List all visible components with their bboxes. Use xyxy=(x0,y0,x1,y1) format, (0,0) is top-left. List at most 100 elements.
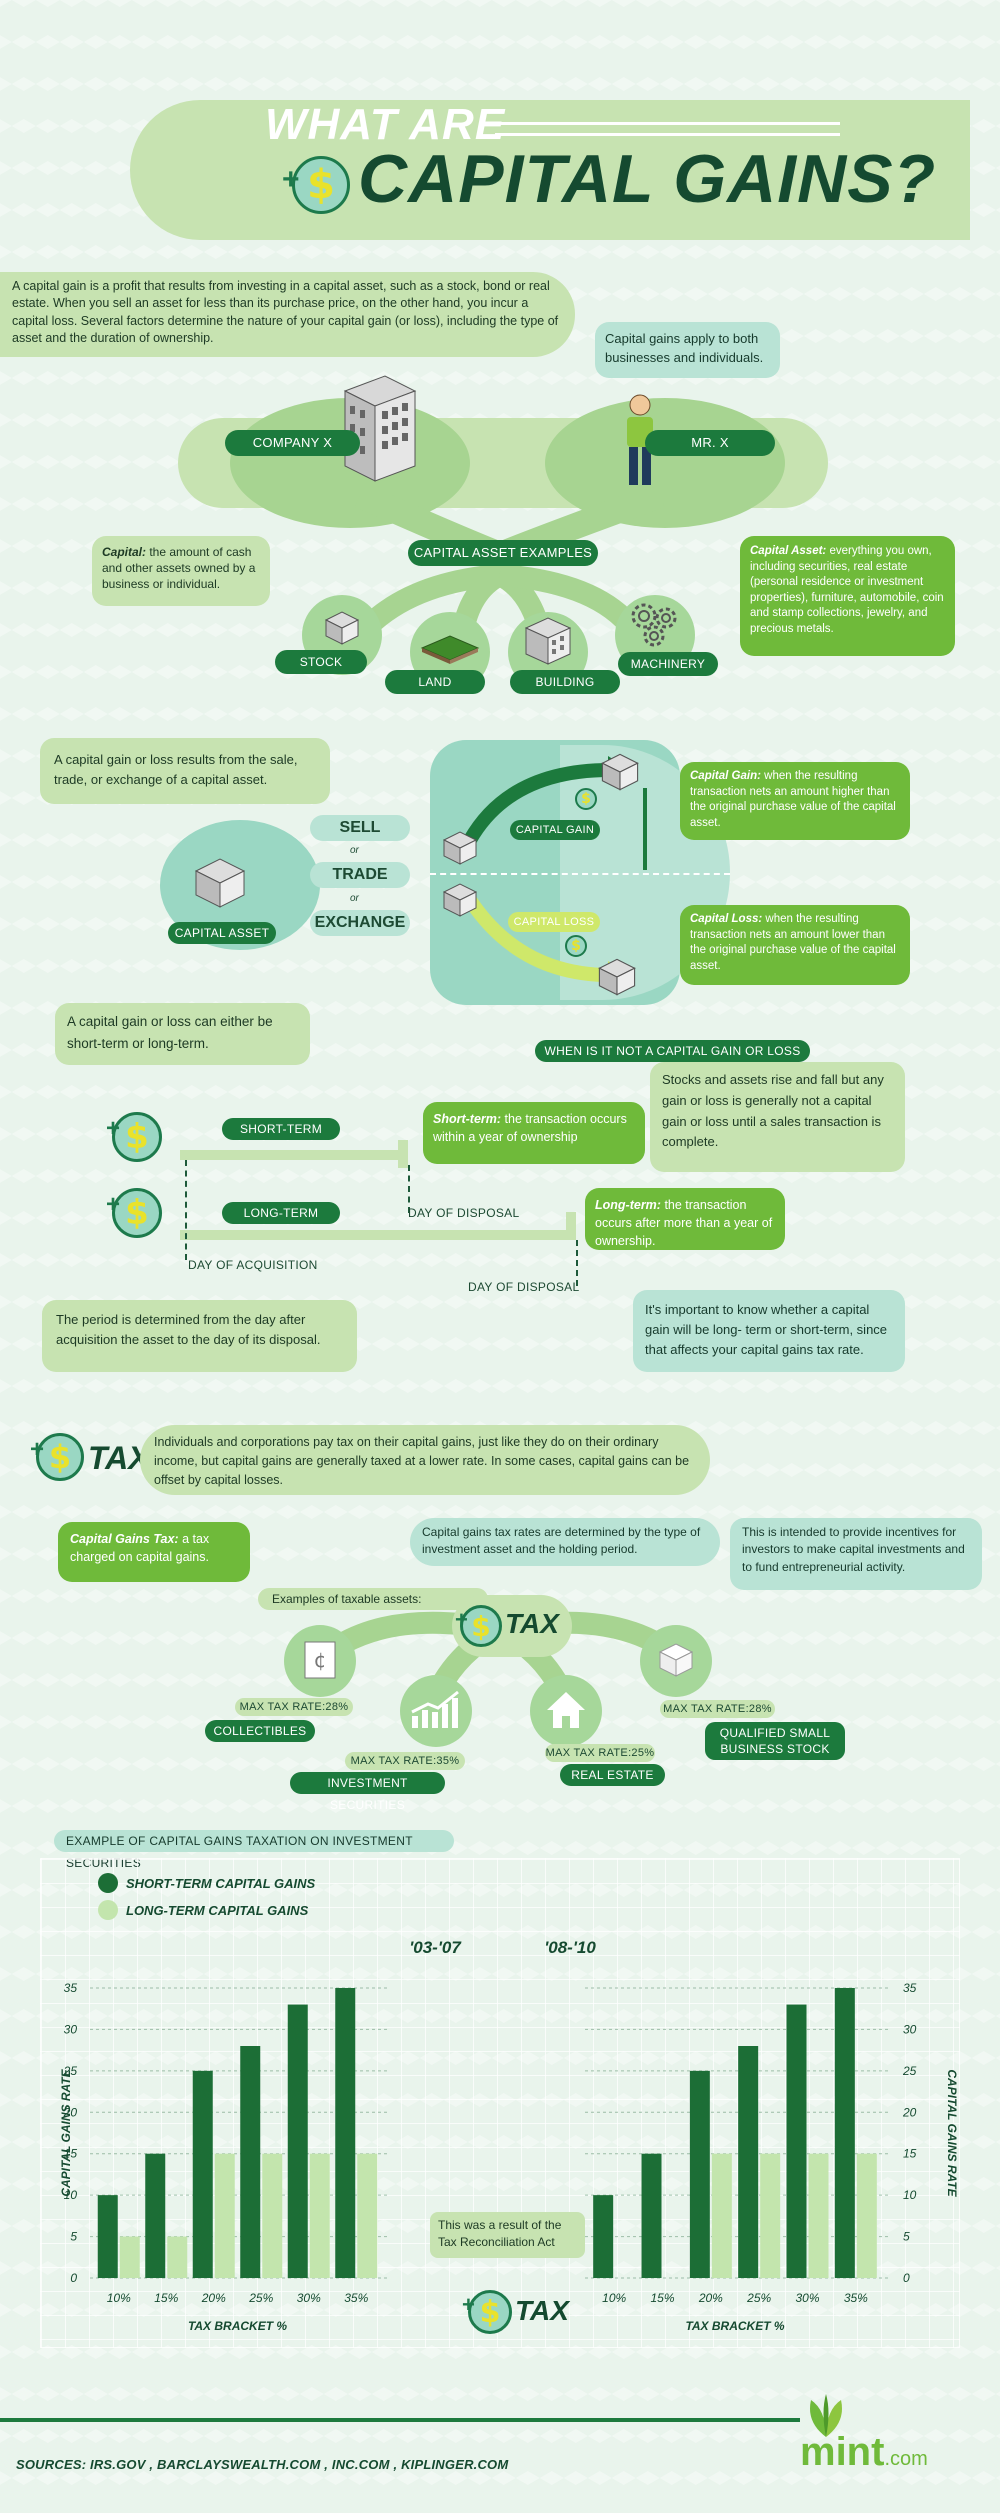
x-tick-label: 15% xyxy=(650,2291,674,2305)
chart-tax-text: TAX xyxy=(515,2295,569,2326)
loss-text: when the resulting transaction nets an a… xyxy=(690,913,896,972)
day-disposal-short: DAY OF DISPOSAL xyxy=(408,1206,520,1220)
capital-asset-definition: Capital Asset: everything you own, inclu… xyxy=(740,536,955,656)
gain-definition: Capital Gain: when the resulting transac… xyxy=(680,762,910,840)
long-term-definition: Long-term: the transaction occurs after … xyxy=(585,1188,785,1250)
capital-gain-label: CAPITAL GAIN xyxy=(510,820,600,840)
applies-text: Capital gains apply to both businesses a… xyxy=(595,322,780,378)
x-tick-label: 30% xyxy=(795,2291,819,2305)
y-tick-label: 15 xyxy=(64,2147,78,2161)
x-tick-label: 15% xyxy=(154,2291,178,2305)
y-tick-label: 5 xyxy=(903,2230,910,2244)
securities-rate: MAX TAX RATE:35% xyxy=(345,1752,465,1770)
y-tick-label: 30 xyxy=(903,2022,917,2036)
day-acquisition: DAY OF ACQUISITION xyxy=(188,1258,318,1272)
long-term-bar xyxy=(357,2153,378,2278)
period-title: '08-'10 xyxy=(544,1938,596,1957)
short-term-term: Short-term: xyxy=(433,1112,502,1126)
short-term-bar xyxy=(287,2004,308,2278)
long-term-bar xyxy=(856,2153,877,2278)
examples-taxable-label: Examples of taxable assets: xyxy=(258,1588,488,1610)
gain-coin-icon: $ xyxy=(575,788,597,810)
gears-icon xyxy=(631,603,677,647)
capital-loss-label: CAPITAL LOSS xyxy=(508,912,600,932)
long-term-bar xyxy=(760,2153,781,2278)
not-gain-text: Stocks and assets rise and fall but any … xyxy=(650,1062,905,1172)
collectibles-name: COLLECTIBLES xyxy=(205,1720,315,1742)
real-estate-name: REAL ESTATE xyxy=(560,1764,665,1786)
capital-asset-term: Capital Asset: xyxy=(750,545,827,557)
legend-short-swatch xyxy=(98,1873,118,1893)
short-term-label: SHORT-TERM xyxy=(222,1118,340,1140)
day-disposal-long: DAY OF DISPOSAL xyxy=(468,1280,580,1294)
x-axis-label: TAX BRACKET % xyxy=(685,2319,784,2333)
short-term-text: the transaction occurs within a year of … xyxy=(433,1112,627,1145)
y-tick-label: 0 xyxy=(903,2271,910,2285)
end-box-loss-icon xyxy=(598,958,636,996)
long-term-term: Long-term: xyxy=(595,1198,661,1212)
capital-asset-label: CAPITAL ASSET xyxy=(168,922,276,944)
building-block-icon xyxy=(524,617,572,665)
term-text: A capital gain or loss can either be sho… xyxy=(55,1003,310,1065)
mint-brand-suffix: .com xyxy=(884,2448,928,2470)
short-term-bar xyxy=(689,2070,710,2278)
exchange-action: EXCHANGE xyxy=(310,910,410,936)
or-separator-1: or xyxy=(350,845,359,856)
x-tick-label: 35% xyxy=(844,2291,868,2305)
or-separator-2: or xyxy=(350,893,359,904)
long-term-bar xyxy=(711,2153,732,2278)
mint-brand: mint xyxy=(800,2430,885,2474)
legend-long-swatch xyxy=(98,1900,118,1920)
long-term-text: the transaction occurs after more than a… xyxy=(595,1198,773,1249)
coin-cent-icon: ¢ xyxy=(304,1641,336,1679)
short-term-bar xyxy=(738,2046,759,2278)
tax-logo-text: TAX xyxy=(88,1440,150,1476)
period-text: The period is determined from the day af… xyxy=(42,1300,357,1372)
title-line2: CAPITAL GAINS? xyxy=(358,141,937,217)
y-tick-label: 15 xyxy=(903,2147,917,2161)
cg-tax-text: a tax charged on capital gains. xyxy=(70,1532,210,1565)
long-term-bar xyxy=(119,2236,140,2278)
intro-text: A capital gain is a profit that results … xyxy=(0,272,575,357)
short-term-coin-icon: $ xyxy=(112,1112,162,1162)
tax-hub-text: TAX xyxy=(505,1608,559,1639)
x-tick-label: 30% xyxy=(297,2291,321,2305)
capital-definition: Capital: the amount of cash and other as… xyxy=(92,536,270,606)
y-tick-label: 35 xyxy=(903,1981,917,1995)
y-axis-label: CAPITAL GAINS RATE xyxy=(945,2069,959,2197)
examples-label: CAPITAL ASSET EXAMPLES xyxy=(408,540,598,566)
x-tick-label: 25% xyxy=(746,2291,771,2305)
chart-tax-coin-icon: $ xyxy=(468,2290,512,2334)
gain-term: Capital Gain: xyxy=(690,770,761,782)
disposal-marker-long xyxy=(576,1240,578,1286)
tax-plus-icon: + xyxy=(30,1436,45,1463)
title-line1: WHAT ARE xyxy=(265,100,506,149)
capital-asset-box-icon xyxy=(194,858,246,908)
long-term-bar xyxy=(180,1230,573,1240)
acquisition-marker xyxy=(185,1160,187,1260)
x-tick-label: 35% xyxy=(344,2291,368,2305)
tax-hub-plus-icon: + xyxy=(455,1607,468,1632)
loss-coin-icon: $ xyxy=(565,935,587,957)
long-term-label: LONG-TERM xyxy=(222,1202,340,1224)
y-tick-label: 25 xyxy=(63,2064,78,2078)
person-label: MR. X xyxy=(645,430,775,456)
loss-definition: Capital Loss: when the resulting transac… xyxy=(680,905,910,985)
y-tick-label: 10 xyxy=(64,2188,78,2202)
footer-rule xyxy=(0,2418,800,2422)
reconciliation-note: This was a result of the Tax Reconciliat… xyxy=(430,2212,585,2258)
real-estate-rate: MAX TAX RATE:25% xyxy=(545,1744,655,1762)
short-term-bar-end xyxy=(398,1140,408,1168)
x-axis-label: TAX BRACKET % xyxy=(188,2319,287,2333)
example-machinery: MACHINERY xyxy=(618,652,718,676)
short-term-bar xyxy=(335,1988,356,2278)
start-box-down-icon xyxy=(442,883,478,917)
short-term-bar xyxy=(593,2195,614,2278)
incentive-text: This is intended to provide incentives f… xyxy=(730,1518,982,1590)
rates-text: Capital gains tax rates are determined b… xyxy=(410,1518,720,1566)
period-title: '03-'07 xyxy=(409,1938,462,1957)
y-tick-label: 20 xyxy=(902,2105,917,2119)
box-icon xyxy=(658,1643,694,1677)
y-tick-label: 25 xyxy=(902,2064,917,2078)
